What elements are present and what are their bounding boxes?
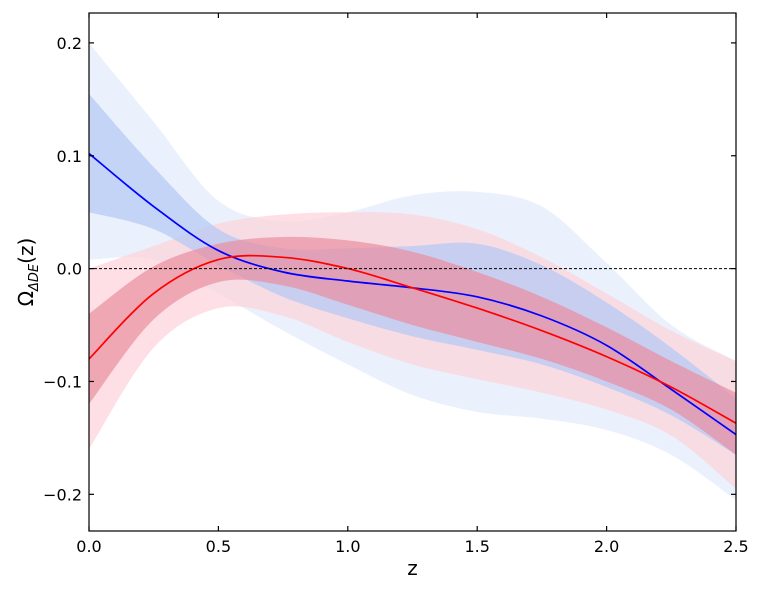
plot-content [89,42,736,500]
x-axis-label: z [407,556,418,580]
x-tick-label: 0.0 [76,537,101,556]
red-mean-line [89,254,736,424]
y-axis-label-tail: (z) [14,238,38,264]
y-axis-label-main: Ω [14,291,38,306]
y-tick-label: 0.0 [57,260,82,279]
y-tick-label: −0.1 [43,372,82,391]
y-axis-label: ΩΔDE(z) [14,238,42,307]
x-tick-label: 1.5 [464,537,489,556]
plot-area [89,42,736,500]
x-tick-labels: 0.0 0.5 1.0 1.5 2.0 2.5 [76,537,748,556]
x-tick-label: 1.0 [335,537,360,556]
y-tick-labels: −0.2 −0.1 0.0 0.1 0.2 [43,34,82,504]
y-tick-label: 0.1 [57,147,82,166]
x-tick-label: 2.5 [723,537,748,556]
axes-frame [88,12,737,532]
ticks [88,13,737,531]
x-tick-label: 2.0 [594,537,619,556]
y-tick-label: −0.2 [43,485,82,504]
y-tick-label: 0.2 [57,34,82,53]
x-tick-label: 0.5 [206,537,231,556]
y-axis-label-subscript: ΔDE [27,263,42,292]
